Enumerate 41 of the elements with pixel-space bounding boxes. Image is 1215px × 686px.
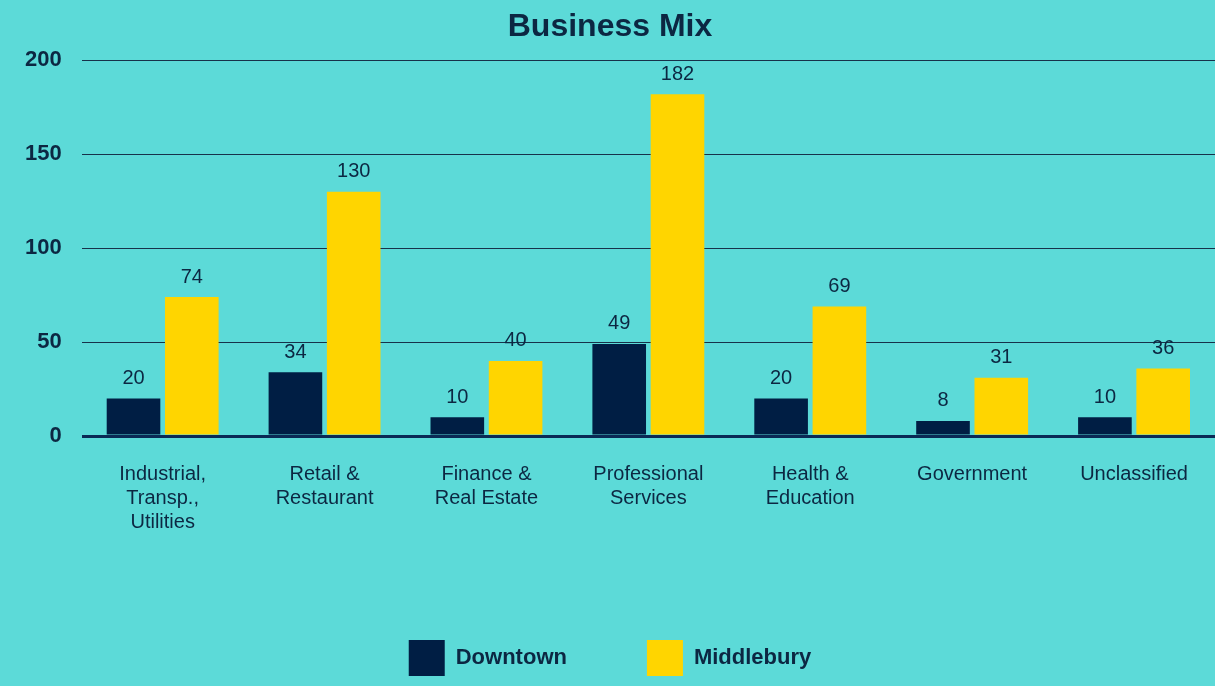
x-tick-label: Industrial, Transp., Utilities <box>119 461 207 532</box>
bar <box>268 372 323 435</box>
x-tick-label: Finance & Real Estate <box>434 461 539 508</box>
x-tick-label: Health & Education <box>765 461 855 508</box>
bar <box>1078 417 1132 435</box>
bar <box>650 94 705 435</box>
y-tick-label: 100 <box>24 234 62 260</box>
data-label: 49 <box>608 311 631 334</box>
y-tick-label: 0 <box>49 422 62 448</box>
data-label: 20 <box>122 365 145 388</box>
bar <box>430 417 485 435</box>
bar <box>488 360 543 435</box>
data-label: 10 <box>1093 384 1117 407</box>
bar <box>1136 368 1190 435</box>
data-label: 74 <box>180 264 203 287</box>
bar <box>106 398 161 435</box>
bar <box>164 297 219 435</box>
bar <box>592 343 647 435</box>
y-tick-label: 50 <box>37 328 62 354</box>
x-tick-label: Government <box>917 461 1028 484</box>
data-label: 31 <box>990 345 1013 368</box>
chart-title: Business Mix <box>507 7 713 44</box>
bar <box>812 306 867 435</box>
legend-label: Downtown <box>455 644 567 670</box>
x-tick-label: Professional Services <box>593 461 704 508</box>
bar <box>326 191 381 435</box>
bar <box>916 420 970 435</box>
data-label: 8 <box>937 388 949 411</box>
bar <box>754 398 808 435</box>
x-tick-label: Unclassified <box>1080 461 1188 484</box>
x-tick-label: Retail & Restaurant <box>275 461 374 508</box>
legend-label: Middlebury <box>693 644 813 670</box>
data-label: 182 <box>660 61 695 84</box>
bar <box>974 377 1029 435</box>
y-tick-label: 150 <box>24 140 62 166</box>
data-label: 69 <box>828 273 851 296</box>
data-label: 34 <box>284 339 307 362</box>
y-tick-label: 200 <box>24 46 62 72</box>
data-label: 20 <box>769 365 793 388</box>
data-label: 10 <box>446 384 469 407</box>
data-label: 130 <box>337 159 371 182</box>
